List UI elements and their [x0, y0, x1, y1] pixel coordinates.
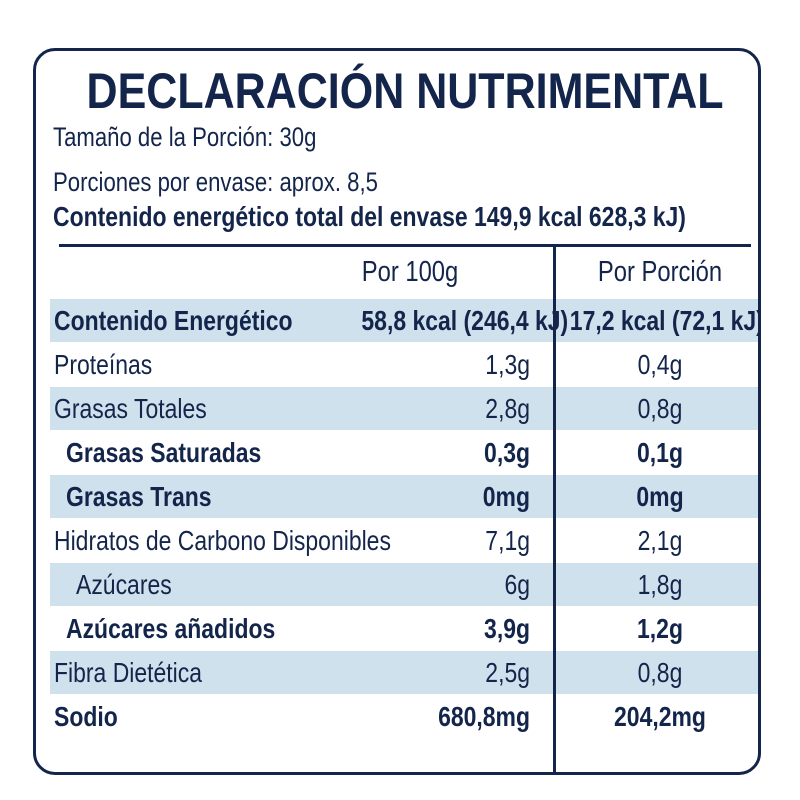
value-per-100g: 0mg: [482, 481, 530, 512]
nutrient-name: Contenido Energético: [54, 305, 293, 336]
table-row-trans-fat: Grasas Trans 0mg 0mg: [50, 475, 758, 518]
nutrition-facts-panel: DECLARACIÓN NUTRIMENTAL Tamaño de la Por…: [33, 48, 761, 775]
value-per-100g: 6g: [504, 569, 530, 600]
nutrient-name: Azúcares: [76, 569, 172, 600]
table-row-sodium: Sodio 680,8mg 204,2mg: [50, 695, 758, 738]
table-row-energy: Contenido Energético 58,8 kcal (246,4 kJ…: [50, 299, 761, 342]
serving-size: Tamaño de la Porción: 30g: [53, 122, 317, 152]
value-per-100g: 0,3g: [484, 437, 530, 468]
column-header-per-100g: Por 100g: [361, 256, 459, 288]
nutrient-name: Grasas Totales: [54, 393, 207, 424]
nutrient-name: Proteínas: [54, 349, 153, 380]
table-row-saturated-fat: Grasas Saturadas 0,3g 0,1g: [50, 431, 758, 474]
column-header-row: Por 100g Por Porción: [50, 251, 758, 294]
table-row-sugars: Azúcares 6g 1,8g: [50, 563, 758, 606]
table-row-added-sugars: Azúcares añadidos 3,9g 1,2g: [50, 607, 758, 650]
value-per-100g: 2,5g: [485, 657, 530, 688]
table-row-carbohydrates: Hidratos de Carbono Disponibles 7,1g 2,1…: [50, 519, 758, 562]
value-per-100g: 7,1g: [485, 525, 530, 556]
nutrient-name: Hidratos de Carbono Disponibles: [54, 525, 391, 556]
nutrient-name: Azúcares añadidos: [66, 613, 276, 644]
total-energy: Contenido energético total del envase 14…: [53, 201, 686, 232]
table-row-protein: Proteínas 1,3g 0,4g: [50, 343, 758, 386]
value-per-serving: 0,8g: [637, 393, 683, 424]
value-per-serving: 1,2g: [637, 613, 683, 644]
header-rule: [59, 244, 751, 247]
value-per-serving: 1,8g: [637, 569, 683, 600]
value-per-100g: 680,8mg: [438, 701, 530, 732]
value-per-serving: 17,2 kcal (72,1 kJ): [569, 305, 761, 336]
value-per-serving: 0,1g: [637, 437, 683, 468]
table-row-total-fat: Grasas Totales 2,8g 0,8g: [50, 387, 758, 430]
value-per-serving: 0mg: [636, 481, 684, 512]
nutrient-name: Grasas Trans: [66, 481, 212, 512]
value-per-serving: 204,2mg: [614, 701, 706, 732]
value-per-100g: 3,9g: [484, 613, 530, 644]
value-per-100g: 1,3g: [485, 349, 530, 380]
nutrient-name: Fibra Dietética: [54, 657, 203, 688]
value-per-serving: 2,1g: [637, 525, 683, 556]
value-per-serving: 0,8g: [637, 657, 683, 688]
value-per-100g: 58,8 kcal (246,4 kJ): [361, 305, 569, 336]
page-title: DECLARACIÓN NUTRIMENTAL: [86, 63, 724, 119]
value-per-100g: 2,8g: [485, 393, 530, 424]
servings-per-container: Porciones por envase: aprox. 8,5: [53, 167, 378, 197]
nutrient-name: Grasas Saturadas: [66, 437, 262, 468]
value-per-serving: 0,4g: [637, 349, 683, 380]
column-header-per-serving: Por Porción: [597, 256, 723, 288]
nutrient-name: Sodio: [54, 701, 118, 732]
column-divider: [553, 247, 556, 772]
table-row-fiber: Fibra Dietética 2,5g 0,8g: [50, 651, 758, 694]
